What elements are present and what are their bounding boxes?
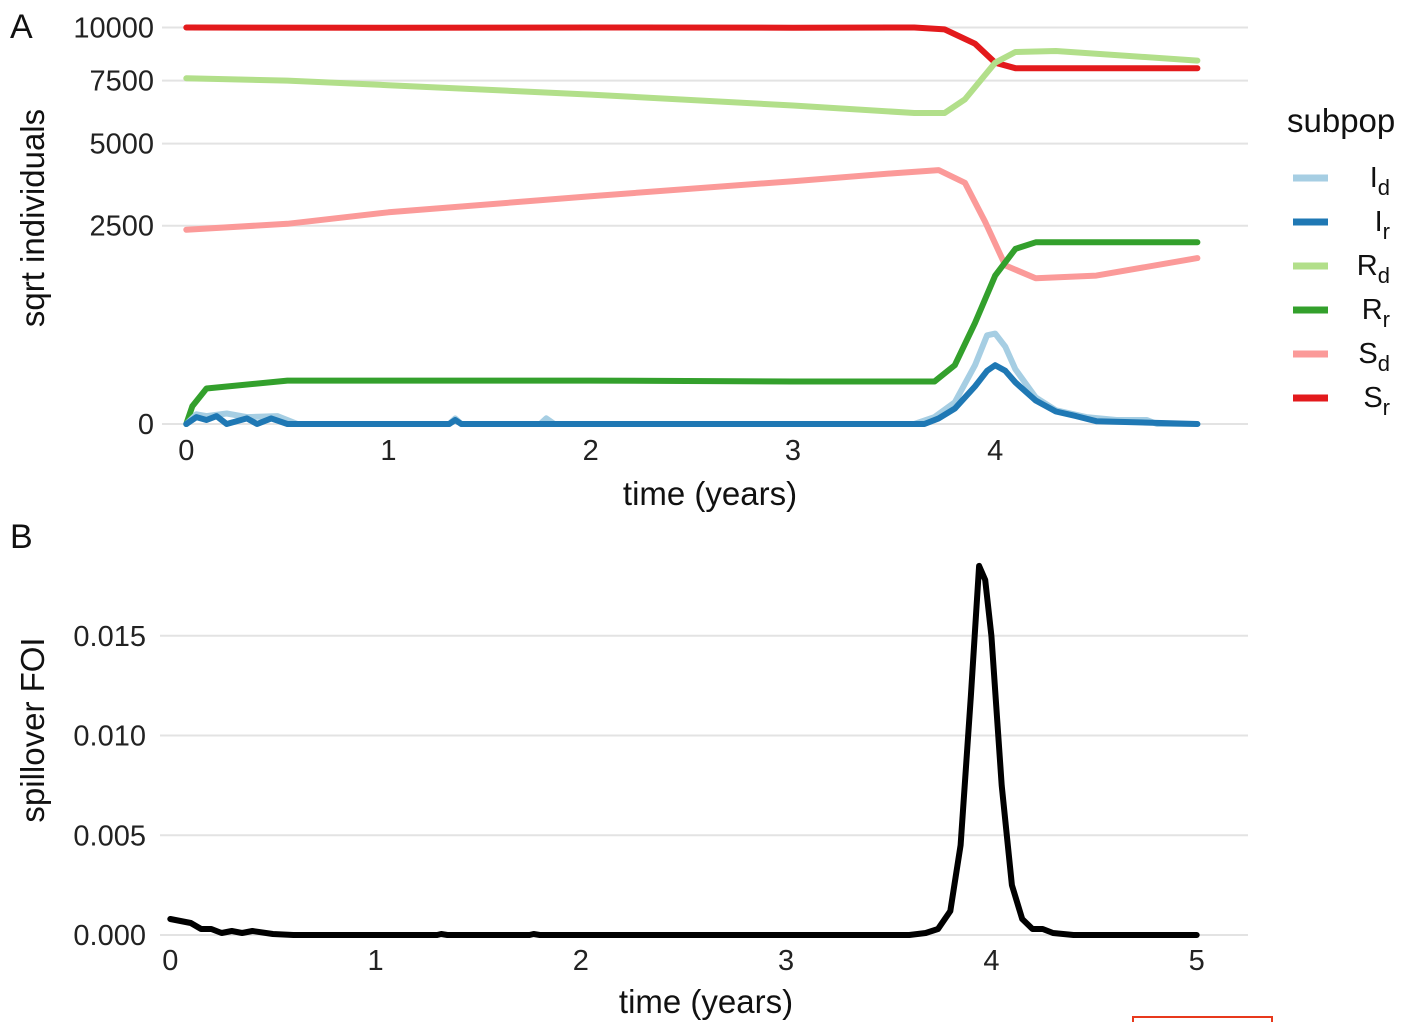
panel-b-y-ticks: 0.000 0.005 0.010 0.015: [73, 621, 146, 952]
panel-b-series: [167, 562, 1200, 938]
y-tick-label: 2500: [89, 211, 154, 243]
series-line-Sr: [183, 24, 1201, 72]
panel-b-letter: B: [10, 518, 33, 556]
legend-label-Ir: Ir: [1375, 206, 1390, 244]
panel-b-x-ticks: 0 1 2 3 4 5: [162, 945, 1205, 977]
x-tick-label: 1: [380, 435, 396, 467]
x-tick-label: 3: [785, 435, 801, 467]
panel-b-gridlines: [160, 634, 1248, 936]
panel-a-y-axis-label: sqrt individuals: [14, 109, 51, 327]
y-tick-label: 0: [138, 409, 154, 441]
series-line-Rr: [183, 239, 1201, 427]
y-tick-label: 0.010: [73, 721, 146, 753]
panel-b: B 0.000 0.005 0.010 0.015 0 1 2 3 4 5 time (year…: [10, 518, 1248, 1020]
legend: subpop Id Ir Rd Rr Sd Sr: [1287, 102, 1395, 420]
legend-label-Id: Id: [1370, 162, 1390, 200]
series-line-Ir: [183, 362, 1201, 427]
series-line-Rd: [183, 48, 1201, 116]
series-line-Sd: [183, 167, 1201, 282]
x-tick-label: 4: [983, 945, 999, 977]
y-tick-label: 10000: [73, 12, 154, 44]
x-tick-label: 2: [583, 435, 599, 467]
y-tick-label: 0.000: [73, 920, 146, 952]
panel-b-y-axis-label: spillover FOI: [14, 637, 51, 822]
x-tick-label: 1: [367, 945, 383, 977]
panel-b-x-axis-label: time (years): [619, 983, 793, 1020]
y-tick-label: 0.015: [73, 621, 146, 653]
legend-label-Sd: Sd: [1358, 338, 1390, 376]
panel-a-y-ticks: 0 2500 5000 7500 10000: [73, 12, 154, 441]
x-tick-label: 3: [778, 945, 794, 977]
panel-a-series: [183, 24, 1201, 427]
y-tick-label: 0.005: [73, 820, 146, 852]
legend-label-Rr: Rr: [1362, 294, 1390, 332]
x-tick-label: 5: [1189, 945, 1205, 977]
legend-title: subpop: [1287, 102, 1395, 139]
legend-label-Sr: Sr: [1363, 382, 1390, 420]
panel-a-x-ticks: 0 1 2 3 4: [178, 435, 1003, 467]
x-tick-label: 0: [178, 435, 194, 467]
panel-a-gridlines: [162, 26, 1248, 425]
x-tick-label: 2: [573, 945, 589, 977]
x-tick-label: 4: [987, 435, 1003, 467]
panel-a-x-axis-label: time (years): [623, 475, 797, 512]
series-line-FOI: [167, 562, 1200, 938]
corner-marker: [1132, 1016, 1273, 1022]
y-tick-label: 5000: [89, 129, 154, 161]
legend-label-Rd: Rd: [1357, 250, 1390, 288]
x-tick-label: 0: [162, 945, 178, 977]
y-tick-label: 7500: [89, 66, 154, 98]
panel-a-letter: A: [10, 8, 33, 46]
